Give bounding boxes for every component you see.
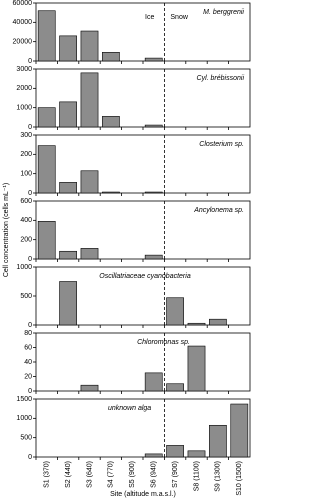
- bar: [59, 35, 77, 62]
- bar: [187, 345, 206, 392]
- x-tick-label: S6 (940): [151, 461, 158, 488]
- bar: [144, 372, 163, 392]
- x-axis-label: Site (altitude m.a.s.l.): [110, 491, 176, 498]
- y-tick-label: 40: [24, 359, 32, 366]
- y-tick-label: 400: [20, 217, 32, 224]
- bar: [144, 124, 163, 128]
- bar: [187, 322, 206, 326]
- x-tick-label: S5 (900): [129, 461, 136, 488]
- y-tick-label: 60: [24, 344, 32, 351]
- bar: [102, 51, 120, 62]
- y-tick-label: 3000: [16, 66, 32, 73]
- bar: [209, 424, 227, 458]
- y-tick-label: 0: [28, 388, 32, 395]
- bar: [59, 182, 77, 194]
- bar: [166, 297, 184, 326]
- x-tick-label: S2 (440): [65, 461, 72, 488]
- y-tick-label: 0: [28, 190, 32, 197]
- bar: [37, 10, 56, 62]
- bar: [144, 453, 163, 458]
- y-tick-label: 1000: [16, 105, 32, 112]
- x-tick-label: S8 (1100): [193, 461, 200, 491]
- panel-title: Closterium sp.: [199, 141, 244, 148]
- x-tick-label: S3 (640): [86, 461, 93, 488]
- x-tick-label: S1 (370): [44, 461, 51, 488]
- bar: [80, 72, 99, 128]
- x-tick-label: S10 (1500): [236, 461, 243, 496]
- y-tick-label: 600: [20, 198, 32, 205]
- y-tick-label: 80: [24, 330, 32, 337]
- y-tick-label: 200: [20, 151, 32, 158]
- annotation: Snow: [170, 14, 188, 21]
- annotation: Ice: [145, 14, 154, 21]
- y-tick-label: 60000: [13, 0, 33, 7]
- bar: [59, 250, 77, 260]
- bar: [144, 191, 163, 194]
- y-tick-label: 2000: [16, 85, 32, 92]
- bar: [80, 248, 99, 260]
- y-tick-label: 0: [28, 256, 32, 263]
- bar: [80, 170, 99, 194]
- bar: [59, 281, 77, 326]
- bar: [144, 254, 163, 260]
- bar: [80, 30, 99, 62]
- bar: [37, 221, 56, 260]
- y-tick-label: 300: [20, 132, 32, 139]
- y-tick-label: 100: [20, 171, 32, 178]
- x-tick-label: S7 (900): [172, 461, 179, 488]
- bar: [144, 57, 163, 62]
- y-tick-label: 0: [28, 454, 32, 461]
- bar: [102, 116, 120, 128]
- y-tick-label: 0: [28, 322, 32, 329]
- panel-title: unknown alga: [108, 405, 151, 412]
- y-tick-label: 1500: [16, 396, 32, 403]
- bar: [166, 383, 184, 392]
- y-tick-label: 200: [20, 237, 32, 244]
- y-tick-label: 0: [28, 58, 32, 65]
- bar: [59, 101, 77, 128]
- bar: [230, 403, 249, 458]
- bar: [209, 318, 227, 326]
- bar: [37, 107, 56, 128]
- x-tick-label: S4 (770): [108, 461, 115, 488]
- panel-title: Ancylonema sp.: [193, 207, 244, 214]
- y-tick-label: 500: [20, 293, 32, 300]
- bar: [187, 450, 206, 458]
- x-tick-label: S9 (1300): [215, 461, 222, 492]
- bar: [80, 384, 99, 392]
- bar: [37, 145, 56, 194]
- panel-title: Cyl. brébissonii: [197, 75, 245, 82]
- y-tick-label: 500: [20, 435, 32, 442]
- y-tick-label: 1000: [16, 415, 32, 422]
- panel-title: M. berggrenii: [203, 9, 244, 16]
- bar: [102, 191, 120, 194]
- panel-title: Oscillatriaceae cyanobacteria: [99, 273, 191, 280]
- y-tick-label: 20000: [13, 39, 33, 46]
- y-axis-label: Cell concentration (cells mL⁻¹): [3, 183, 10, 277]
- panel-title: Chloromonas sp.: [137, 339, 190, 346]
- y-tick-label: 0: [28, 124, 32, 131]
- y-tick-label: 1000: [16, 264, 32, 271]
- bar: [166, 445, 184, 458]
- y-tick-label: 40000: [13, 19, 33, 26]
- y-tick-label: 20: [24, 373, 32, 380]
